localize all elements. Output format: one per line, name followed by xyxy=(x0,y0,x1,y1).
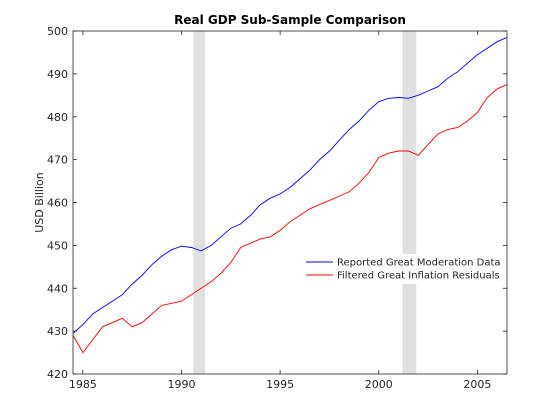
y-tick-label: 430 xyxy=(47,325,68,338)
x-tick-label: 2000 xyxy=(365,378,393,391)
series-line-1 xyxy=(72,36,508,334)
y-axis-label: USD Billion xyxy=(33,172,46,233)
legend-label-1: Reported Great Moderation Data xyxy=(337,258,501,269)
y-tick-label: 470 xyxy=(47,154,68,167)
legend-label-2: Filtered Great Inflation Residuals xyxy=(337,271,500,282)
plot-area-frame xyxy=(72,30,508,375)
recession-band-1 xyxy=(193,31,206,374)
x-tick-label: 1985 xyxy=(69,378,97,391)
y-tick-label: 480 xyxy=(47,111,68,124)
recession-bands xyxy=(193,31,417,374)
x-tick-label: 1995 xyxy=(266,378,294,391)
y-tick-label: 450 xyxy=(47,239,68,252)
series-layer xyxy=(72,36,508,354)
axis-ticks: 1985 1990 1995 2000 2005 420 430 440 450 460 470 48… xyxy=(47,25,507,391)
legend: Reported Great Moderation Data Filtered G… xyxy=(303,254,501,284)
x-tick-label: 2005 xyxy=(463,378,491,391)
x-tick-label: 1990 xyxy=(168,378,196,391)
chart-title: Real GDP Sub-Sample Comparison xyxy=(174,13,406,27)
series-line-2 xyxy=(72,84,508,354)
y-tick-label: 440 xyxy=(47,282,68,295)
legend-box xyxy=(303,254,500,284)
y-tick-label: 460 xyxy=(47,197,68,210)
y-tick-label: 420 xyxy=(47,368,68,381)
y-tick-label: 490 xyxy=(47,68,68,81)
y-tick-label: 500 xyxy=(47,25,68,38)
recession-band-2 xyxy=(402,31,417,374)
